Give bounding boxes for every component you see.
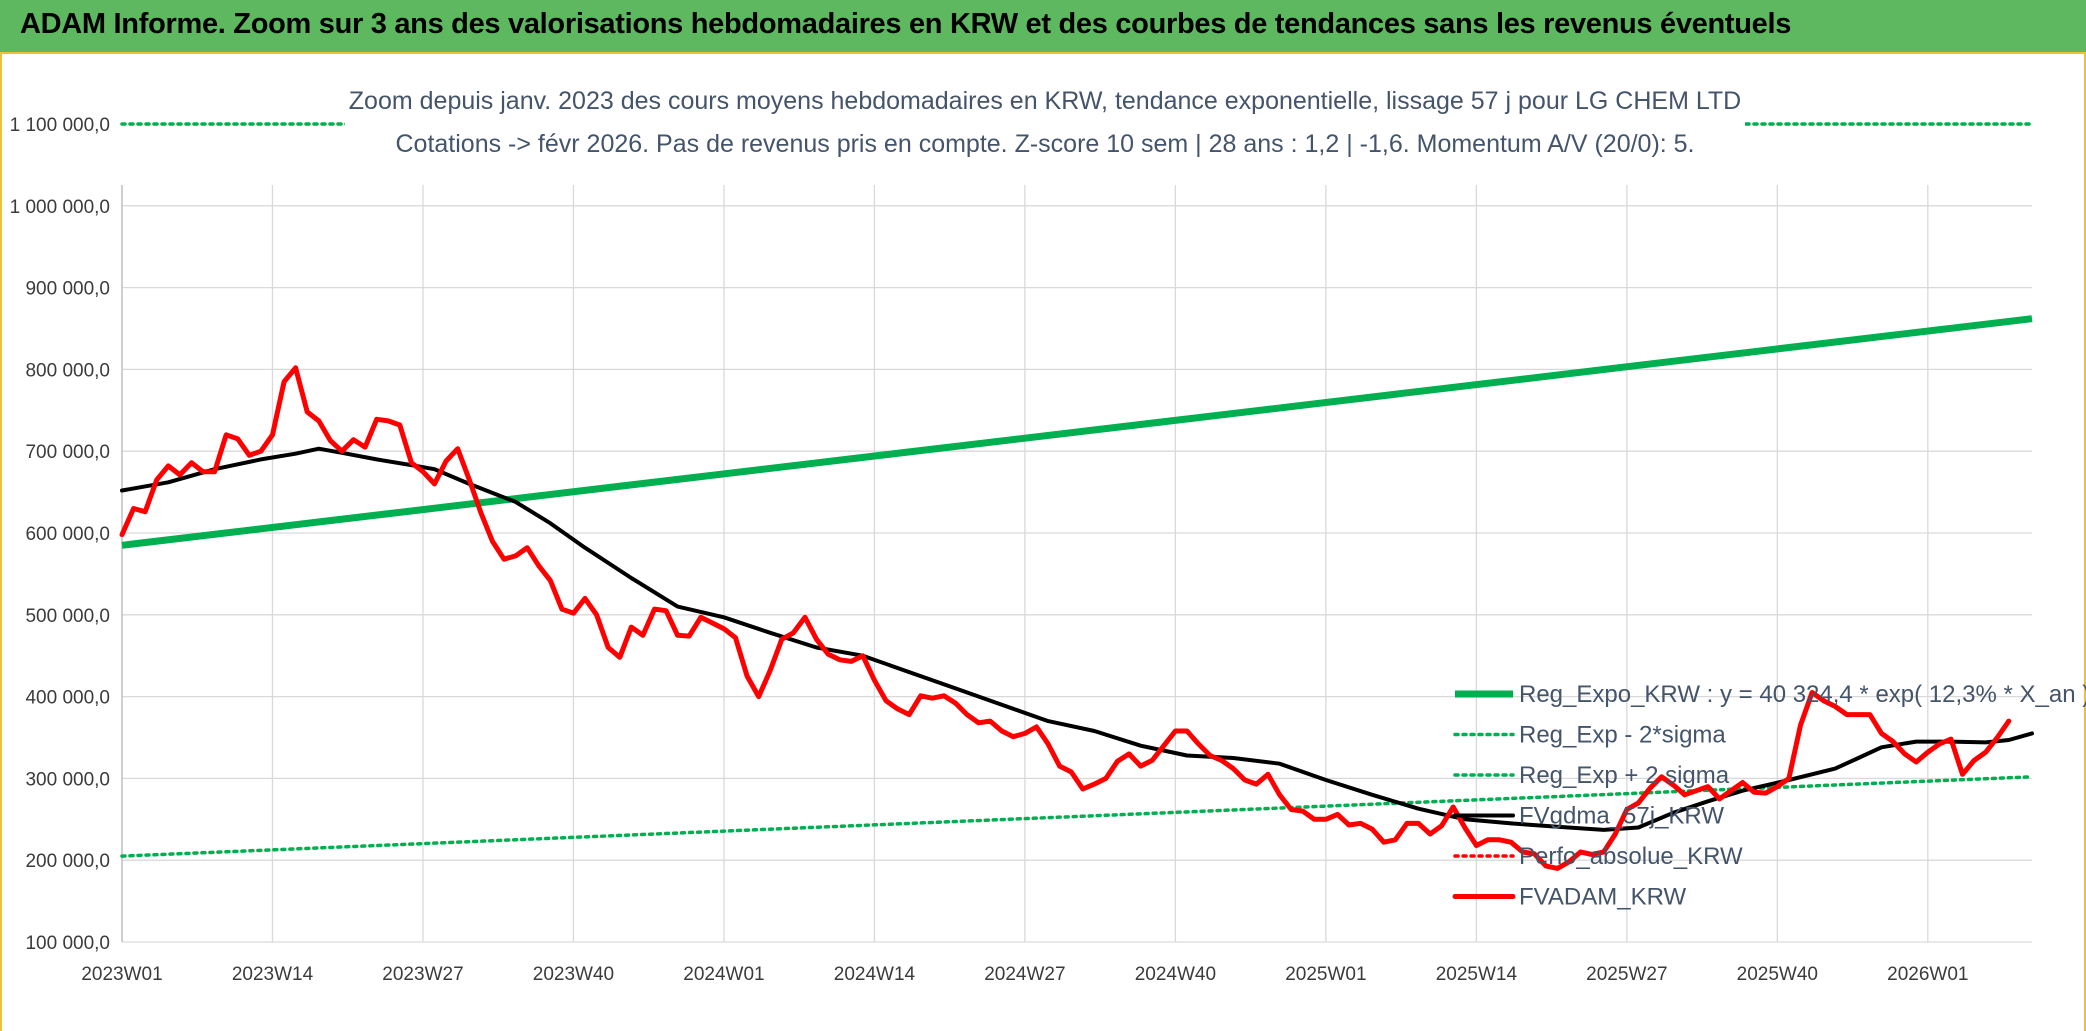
- x-tick-label: 2023W14: [232, 964, 314, 985]
- y-tick-label: 500 000,0: [25, 606, 110, 627]
- x-tick-label: 2024W40: [1135, 964, 1216, 985]
- y-tick-label: 900 000,0: [25, 279, 110, 300]
- y-tick-label: 700 000,0: [25, 442, 110, 463]
- report-title: ADAM Informe. Zoom sur 3 ans des valoris…: [20, 8, 1792, 40]
- x-tick-label: 2023W27: [382, 964, 463, 985]
- legend-label-2: Reg_Exp + 2 sigma: [1519, 762, 1730, 789]
- report-title-banner: ADAM Informe. Zoom sur 3 ans des valoris…: [0, 0, 2086, 54]
- x-tick-label: 2025W14: [1436, 964, 1518, 985]
- x-tick-label: 2024W01: [683, 964, 764, 985]
- legend-label-5: FVADAM_KRW: [1519, 884, 1686, 911]
- x-tick-label: 2023W40: [533, 964, 614, 985]
- subtitle-background: [345, 78, 1745, 168]
- series-line-5: [119, 365, 2012, 871]
- y-tick-label: 1 100 000,0: [10, 115, 110, 136]
- y-tick-label: 400 000,0: [25, 688, 110, 709]
- x-tick-label: 2024W27: [984, 964, 1065, 985]
- y-tick-label: 1 000 000,0: [10, 197, 110, 218]
- series-layer: [119, 122, 2034, 871]
- y-tick-label: 300 000,0: [25, 769, 110, 790]
- series-line-0: [121, 315, 2033, 549]
- gridlines: [122, 123, 2032, 943]
- subtitle-line-1: Zoom depuis janv. 2023 des cours moyens …: [349, 87, 1741, 115]
- y-tick-label: 800 000,0: [25, 360, 110, 381]
- y-tick-label: 200 000,0: [25, 851, 110, 872]
- legend-label-1: Reg_Exp - 2*sigma: [1519, 722, 1726, 749]
- x-tick-label: 2024W14: [834, 964, 916, 985]
- chart-frame: [0, 54, 2086, 1031]
- x-tick-label: 2026W01: [1887, 964, 1968, 985]
- subtitle-line-2: Cotations -> févr 2026. Pas de revenus p…: [395, 130, 1694, 158]
- chart-subtitle: Zoom depuis janv. 2023 des cours moyens …: [345, 78, 1745, 168]
- y-tick-label: 100 000,0: [25, 933, 110, 954]
- y-tick-labels: 100 000,0 200 000,0 300 000,0 400 000,0 500 …: [10, 115, 110, 954]
- x-tick-labels: 2023W01 2023W14 2023W27 2023W40 2024W01 2024W…: [81, 964, 1968, 985]
- x-tick-label: 2025W27: [1586, 964, 1667, 985]
- series-line-3: [120, 446, 2034, 832]
- legend-label-3: FVgdma_57j_KRW: [1519, 803, 1724, 830]
- x-tick-label: 2023W01: [81, 964, 162, 985]
- legend-label-4: Perfo_absolue_KRW: [1519, 843, 1743, 870]
- x-tick-label: 2025W40: [1737, 964, 1818, 985]
- legend: Reg_Expo_KRW : y = 40 324,4 * exp( 12,3%…: [1452, 681, 2086, 911]
- y-tick-label: 600 000,0: [25, 524, 110, 545]
- legend-label-0: Reg_Expo_KRW : y = 40 324,4 * exp( 12,3%…: [1519, 681, 2086, 708]
- x-tick-label: 2025W01: [1285, 964, 1366, 985]
